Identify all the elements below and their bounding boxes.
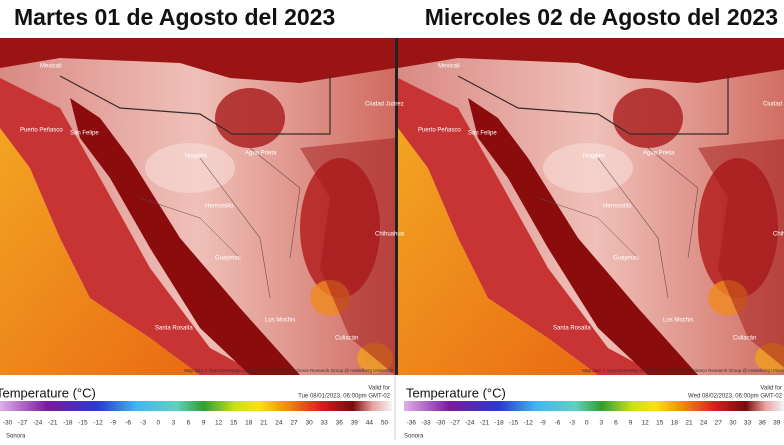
place-label: Culiacán xyxy=(733,336,756,342)
place-label: Guaymas xyxy=(613,256,639,262)
valid-time: Tue 08/01/2023, 06:00pm GMT-02 xyxy=(298,394,390,400)
scale-tick: 36 xyxy=(336,420,344,427)
map-right xyxy=(398,38,784,375)
valid-time: Wed 08/02/2023, 06:00pm GMT-02 xyxy=(688,394,783,400)
scale-tick: 44 xyxy=(366,420,374,427)
scale-tick: 3 xyxy=(599,420,603,427)
color-bar xyxy=(0,401,392,411)
place-label: Santa Rosalía xyxy=(155,326,193,332)
scale-tick: -21 xyxy=(48,420,58,427)
scale-tick: 12 xyxy=(642,420,650,427)
scale-tick: 24 xyxy=(275,420,283,427)
scale-tick: -27 xyxy=(450,420,460,427)
scale-tick: -18 xyxy=(494,420,504,427)
scale-tick: -33 xyxy=(421,420,431,427)
place-label: Mexicali xyxy=(40,64,62,70)
place-label: Chihuahua xyxy=(375,232,405,238)
place-label: Hermosillo xyxy=(603,204,632,210)
place-label: Culiacán xyxy=(335,336,358,342)
region-label: Sonora xyxy=(404,434,424,440)
place-label: Nogales xyxy=(583,154,605,160)
place-label: Hermosillo xyxy=(205,204,234,210)
scale-tick: -9 xyxy=(540,420,546,427)
color-bar xyxy=(404,401,784,411)
scale-tick: -36 xyxy=(407,420,417,427)
scale-tick: -6 xyxy=(125,420,131,427)
scale-tick: 36 xyxy=(758,420,766,427)
scale-tick: -9 xyxy=(110,420,116,427)
scale-tick: 15 xyxy=(656,420,664,427)
scale-tick: -27 xyxy=(18,420,28,427)
title-bar xyxy=(0,0,784,38)
scale-tick: 30 xyxy=(729,420,737,427)
panel-title: Martes 01 de Agosto del 2023 xyxy=(14,4,335,30)
scale-tick: -6 xyxy=(555,420,561,427)
scale-tick: -30 xyxy=(436,420,446,427)
scale-tick: -21 xyxy=(480,420,490,427)
scale-tick: -24 xyxy=(465,420,475,427)
scale-tick: 18 xyxy=(245,420,253,427)
scale-tick: 27 xyxy=(715,420,723,427)
scale-tick: -15 xyxy=(509,420,519,427)
valid-label: Valid for xyxy=(368,386,390,392)
scale-tick: 33 xyxy=(321,420,329,427)
scale-tick: 0 xyxy=(585,420,589,427)
scale-tick: -3 xyxy=(569,420,575,427)
place-label: Chihuahua xyxy=(773,232,784,238)
map-left xyxy=(0,38,395,375)
scale-tick: 9 xyxy=(202,420,206,427)
legend-title: Temperature (°C) xyxy=(406,385,506,400)
legend-title: Temperature (°C) xyxy=(0,385,96,400)
scale-tick: 6 xyxy=(614,420,618,427)
scale-tick: 0 xyxy=(156,420,160,427)
scale-tick: 39 xyxy=(773,420,781,427)
valid-label: Valid for xyxy=(760,386,782,392)
place-label: Santa Rosalía xyxy=(553,326,591,332)
scale-tick: 18 xyxy=(671,420,679,427)
place-label: Los Mochis xyxy=(663,318,693,324)
scale-tick: 9 xyxy=(629,420,633,427)
attribution: Map data © OpenStreetMap contributors, r… xyxy=(582,367,784,373)
place-label: Agua Prieta xyxy=(643,151,675,157)
scale-tick: 24 xyxy=(700,420,708,427)
scale-tick: 15 xyxy=(230,420,238,427)
place-label: Agua Prieta xyxy=(245,151,277,157)
scale-tick: 50 xyxy=(381,420,389,427)
region-label: Sonora xyxy=(6,434,26,440)
scale-tick: -15 xyxy=(78,420,88,427)
scale-tick: 6 xyxy=(187,420,191,427)
panel-title: Miercoles 02 de Agosto del 2023 xyxy=(425,4,778,30)
place-label: San Felipe xyxy=(70,131,99,137)
scale-tick: -12 xyxy=(93,420,103,427)
scale-tick: 21 xyxy=(260,420,268,427)
place-label: Guaymas xyxy=(215,256,241,262)
place-label: San Felipe xyxy=(468,131,497,137)
scale-tick: 21 xyxy=(685,420,693,427)
scale-tick: -18 xyxy=(63,420,73,427)
scale-tick: -30 xyxy=(3,420,13,427)
scale-tick: 33 xyxy=(744,420,752,427)
scale-tick: -24 xyxy=(33,420,43,427)
scale-tick: -3 xyxy=(140,420,146,427)
divider xyxy=(395,38,398,375)
place-label: Puerto Peñasco xyxy=(418,128,461,134)
place-label: Nogales xyxy=(185,154,207,160)
place-label: Ciudad Juárez xyxy=(763,102,784,108)
place-label: Los Mochis xyxy=(265,318,295,324)
scale-tick: 39 xyxy=(351,420,359,427)
scale-tick: 30 xyxy=(305,420,313,427)
place-label: Puerto Peñasco xyxy=(20,128,63,134)
place-label: Ciudad Juárez xyxy=(365,102,404,108)
scale-tick: -12 xyxy=(524,420,534,427)
place-label: Mexicali xyxy=(438,64,460,70)
scale-tick: 3 xyxy=(172,420,176,427)
scale-tick: 27 xyxy=(290,420,298,427)
scale-tick: 12 xyxy=(215,420,223,427)
attribution: Map data © OpenStreetMap contributors, r… xyxy=(184,367,393,373)
